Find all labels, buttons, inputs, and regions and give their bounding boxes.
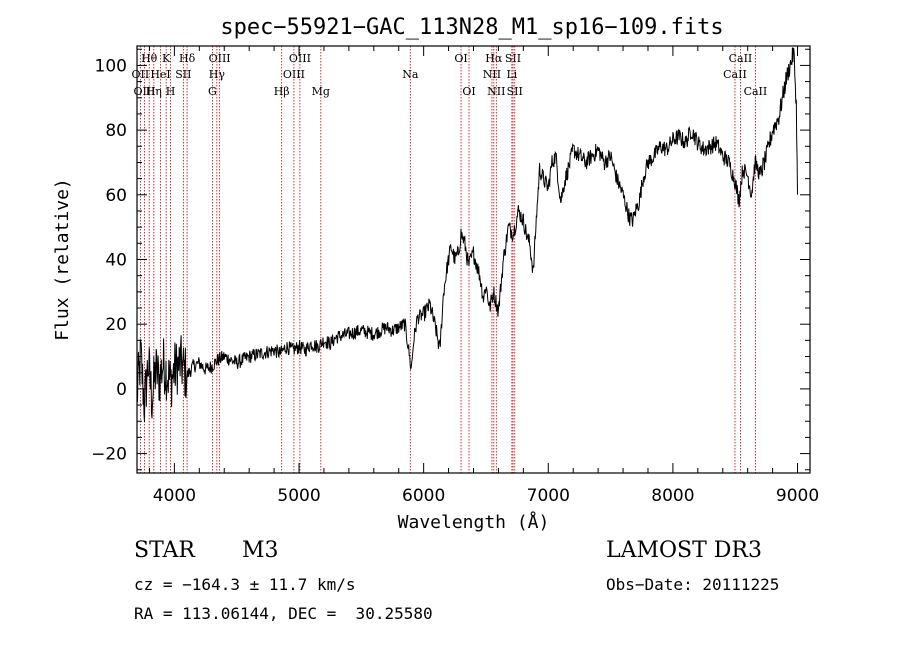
spectral-line-label: CaII (723, 68, 747, 81)
x-tick-label: 6000 (402, 486, 445, 506)
y-tick-label: 80 (105, 121, 127, 141)
spectral-line-label: Hθ (141, 52, 158, 65)
spectral-line-label: OI (454, 52, 467, 65)
x-tick-label: 7000 (527, 486, 570, 506)
spectral-line-label: K (162, 52, 171, 65)
spectral-line-label: G (208, 85, 217, 98)
observation-date: Obs−Date: 20111225 (606, 575, 780, 594)
spectral-line-label: Hβ (274, 85, 290, 98)
spectral-line-label: OII (132, 68, 150, 81)
spectral-line-label: CaII (729, 52, 753, 65)
x-tick-label: 9000 (776, 486, 819, 506)
spectral-line-label: CaII (744, 85, 768, 98)
y-tick-label: 100 (95, 56, 127, 76)
y-tick-label: 60 (105, 186, 127, 206)
spectrum-series (136, 47, 798, 423)
spectral-line-label: SII (175, 68, 191, 81)
y-tick-label: 20 (105, 315, 127, 335)
redshift-velocity: cz = −164.3 ± 11.7 km/s (134, 575, 356, 594)
spectral-line-label: Mg (312, 85, 330, 98)
spectrum-line (136, 47, 798, 423)
y-tick-label: 40 (105, 251, 127, 271)
spectral-line-label: Li (506, 68, 517, 81)
chart-title: spec−55921−GAC_113N28_M1_sp16−109.fits (220, 15, 723, 40)
spectral-line-label: OI (462, 85, 475, 98)
spectral-line-label: NII (487, 85, 505, 98)
spectral-line-label: Hη (146, 85, 162, 98)
y-tick-label: −20 (91, 445, 127, 465)
y-axis-label: Flux (relative) (52, 178, 73, 341)
spectral-line-label: Hγ (209, 68, 226, 81)
spectral-line-label: OIII (283, 68, 305, 81)
spectral-line-label: NII (483, 68, 501, 81)
y-tick-label: 0 (116, 380, 127, 400)
spectral-line-label: OIII (289, 52, 311, 65)
spectral-line-label: OIII (133, 85, 155, 98)
spectral-line-label: SII (505, 52, 521, 65)
x-tick-label: 4000 (153, 486, 196, 506)
spectral-line-label: Hδ (179, 52, 196, 65)
x-tick-label: 5000 (277, 486, 320, 506)
object-class: STAR (134, 538, 195, 563)
spectral-line-label: Na (402, 68, 419, 81)
spectral-line-label: H (166, 85, 176, 98)
spectral-line-label: Hα (485, 52, 503, 65)
x-tick-label: 8000 (651, 486, 694, 506)
coordinates: RA = 113.06144, DEC = 30.25580 (134, 604, 433, 623)
spectral-line-label: OIII (209, 52, 231, 65)
x-axis-label: Wavelength (Å) (398, 511, 550, 533)
spectral-line-label: SII (507, 85, 523, 98)
axis-ticks: 4000 5000 6000 7000 8000 9000 −20 0 20 40 60 80 100 (91, 46, 819, 506)
object-subclass: M3 (242, 538, 279, 563)
survey-name: LAMOST DR3 (606, 538, 762, 563)
spectral-line-label: HeI (150, 68, 170, 81)
